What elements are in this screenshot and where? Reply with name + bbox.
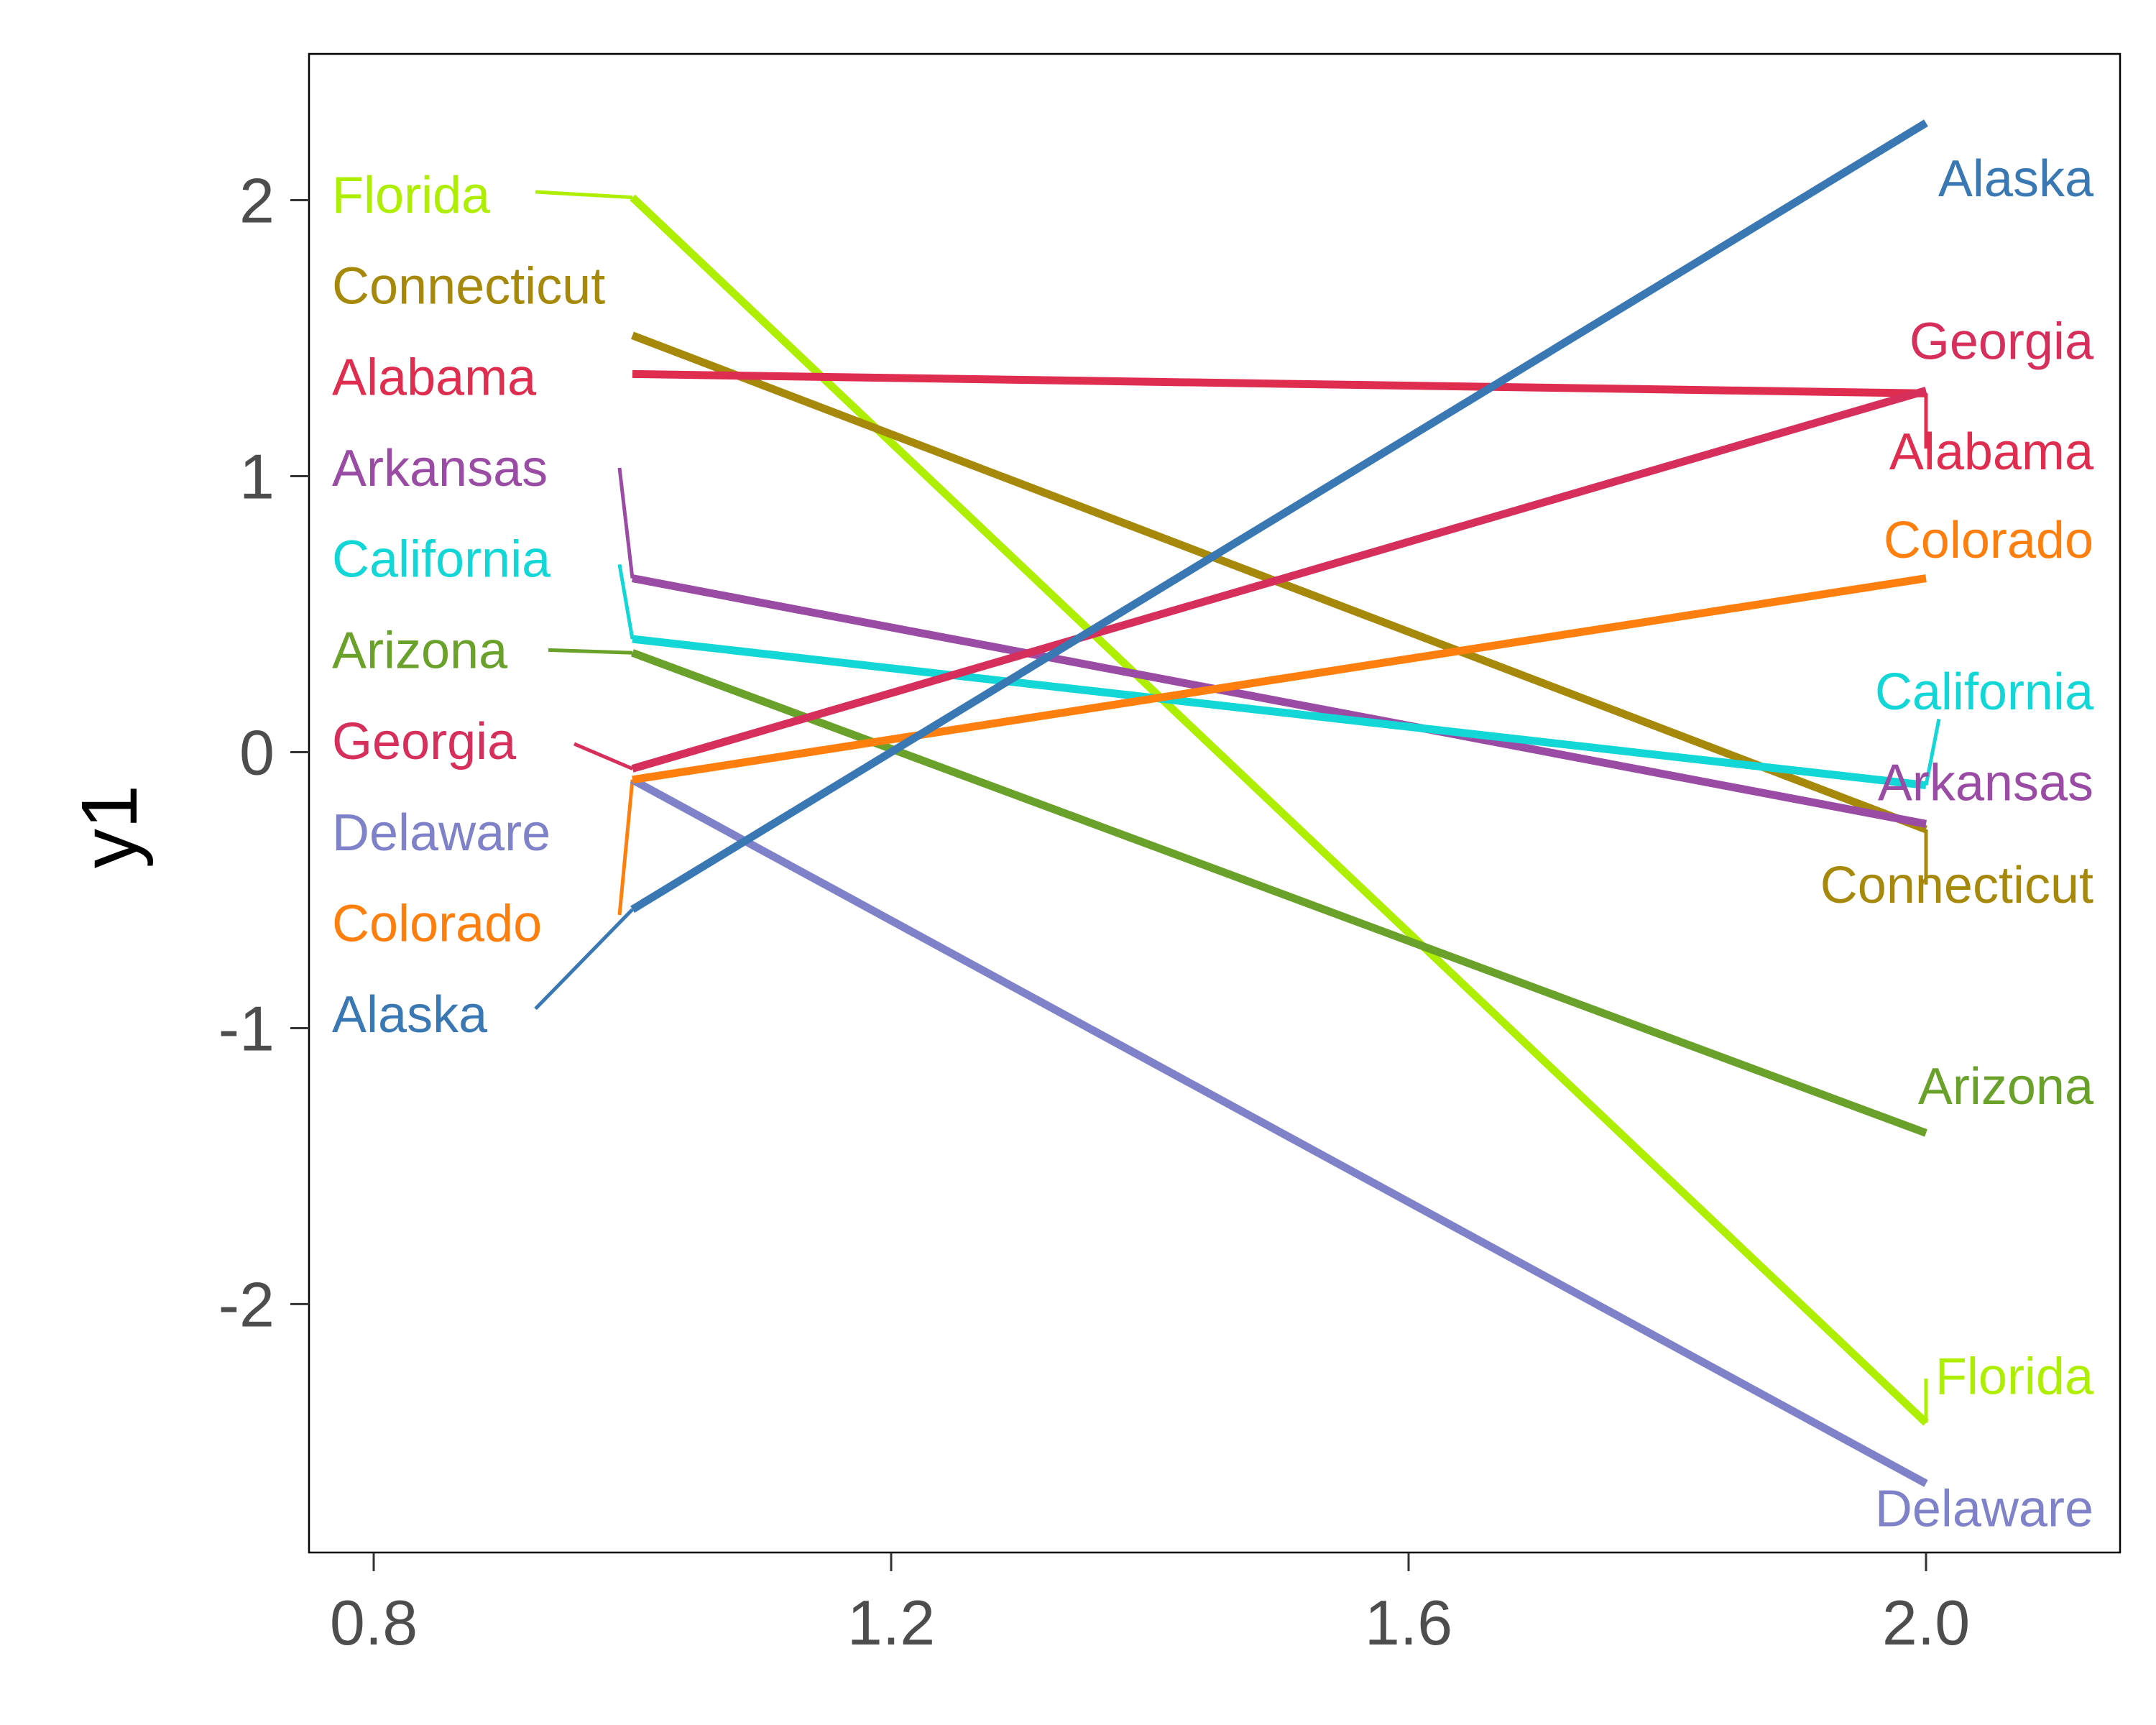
y-tick-label--1: -1 bbox=[218, 993, 275, 1064]
label-left-alaska: Alaska bbox=[332, 986, 488, 1044]
series-line-arizona bbox=[631, 649, 1927, 1137]
series-line-georgia bbox=[631, 387, 1927, 773]
connector-left-california bbox=[617, 564, 635, 640]
label-left-florida: Florida bbox=[332, 167, 491, 224]
label-right-georgia: Georgia bbox=[1909, 313, 2094, 370]
label-connectors bbox=[534, 190, 1941, 1423]
series-line-florida bbox=[630, 194, 1929, 1426]
y-tick-label-2: 2 bbox=[239, 165, 275, 236]
label-right-arizona: Arizona bbox=[1918, 1058, 2094, 1116]
x-tick-label-0-8: 0.8 bbox=[330, 1587, 418, 1658]
series-labels: Florida Connecticut Alabama Arkansas Califor… bbox=[332, 150, 2094, 1538]
connector-right-california bbox=[1924, 718, 1941, 786]
x-tick-label-1-2: 1.2 bbox=[847, 1587, 935, 1658]
connector-left-arizona bbox=[548, 648, 633, 655]
series-line-california bbox=[632, 635, 1927, 790]
label-right-alabama: Alabama bbox=[1889, 423, 2094, 481]
label-left-delaware: Delaware bbox=[332, 804, 550, 862]
label-left-georgia: Georgia bbox=[332, 713, 517, 770]
label-right-arkansas: Arkansas bbox=[1878, 755, 2093, 812]
label-right-florida: Florida bbox=[1935, 1348, 2094, 1405]
label-left-connecticut: Connecticut bbox=[332, 258, 605, 316]
y-tick-label--2: -2 bbox=[218, 1269, 275, 1340]
x-tick-label-2-0: 2.0 bbox=[1882, 1587, 1970, 1658]
connector-left-alaska bbox=[534, 908, 634, 1011]
label-left-arkansas: Arkansas bbox=[332, 440, 548, 497]
label-left-california: California bbox=[332, 531, 551, 589]
series-lines bbox=[630, 119, 1929, 1487]
label-right-california: California bbox=[1875, 663, 2094, 721]
connector-left-colorado bbox=[617, 779, 635, 916]
series-line-delaware bbox=[630, 776, 1928, 1487]
label-right-alaska: Alaska bbox=[1938, 150, 2094, 208]
series-line-arkansas bbox=[631, 574, 1927, 828]
y-tick-label-1: 1 bbox=[239, 441, 275, 512]
series-line-alaska bbox=[630, 119, 1928, 914]
label-left-arizona: Arizona bbox=[332, 622, 508, 679]
connector-left-georgia bbox=[573, 742, 633, 770]
series-line-alabama bbox=[632, 369, 1927, 397]
x-tick-label-1-6: 1.6 bbox=[1365, 1587, 1452, 1658]
label-left-alabama: Alabama bbox=[332, 349, 537, 406]
label-right-colorado: Colorado bbox=[1884, 512, 2093, 569]
series-line-colorado bbox=[632, 574, 1927, 784]
y-axis-title: y1 bbox=[65, 785, 154, 868]
y-tick-label-0: 0 bbox=[239, 717, 275, 788]
connector-left-arkansas bbox=[617, 467, 635, 579]
label-right-delaware: Delaware bbox=[1875, 1481, 2093, 1538]
axes: 0.8 1.2 1.6 2.0 2 1 0 -1 -2 bbox=[218, 165, 1970, 1658]
connector-left-florida bbox=[535, 190, 633, 200]
label-right-connecticut: Connecticut bbox=[1820, 857, 2093, 914]
label-left-colorado: Colorado bbox=[332, 896, 542, 953]
